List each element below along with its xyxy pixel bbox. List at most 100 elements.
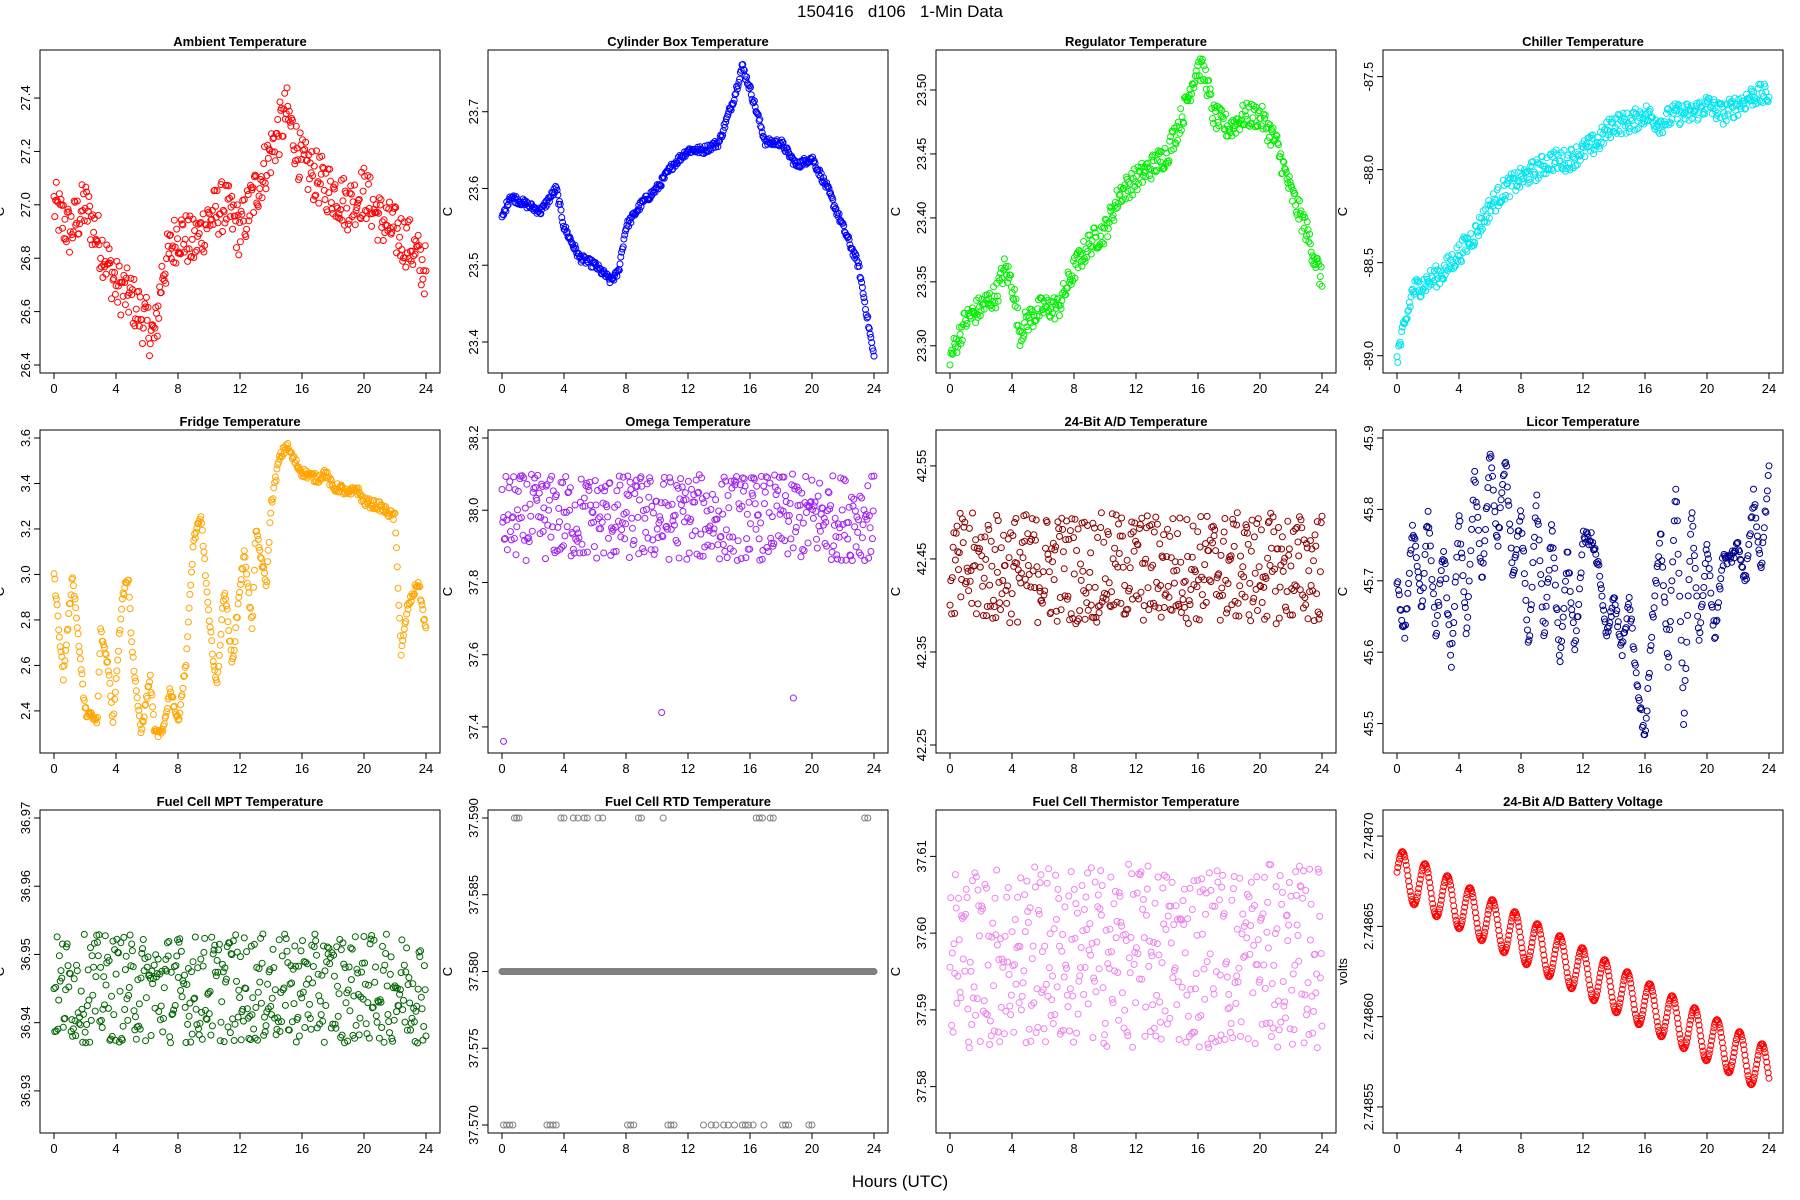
y-tick-label: 37.6 — [466, 642, 481, 667]
data-point — [54, 612, 62, 620]
data-point — [1239, 563, 1247, 571]
data-point — [1111, 544, 1119, 552]
y-tick-label: 23.5 — [466, 253, 481, 278]
data-point — [157, 289, 165, 297]
data-point — [1656, 539, 1663, 547]
data-point — [1207, 90, 1215, 98]
data-point — [173, 225, 181, 233]
data-point — [1433, 266, 1441, 274]
data-point — [676, 495, 684, 503]
data-point — [1108, 588, 1115, 596]
data-point — [383, 982, 391, 990]
data-point — [797, 553, 805, 561]
data-point — [1287, 562, 1295, 570]
y-tick-label: -87.5 — [1361, 62, 1376, 92]
panel-title: Regulator Temperature — [1065, 34, 1207, 49]
x-tick-label: 12 — [1129, 381, 1143, 396]
data-point — [421, 986, 429, 994]
data-point — [613, 487, 621, 495]
data-point — [684, 477, 692, 485]
data-point — [1242, 112, 1250, 120]
data-point — [116, 987, 124, 995]
data-point — [1288, 183, 1296, 191]
data-point — [1428, 576, 1436, 583]
data-point — [715, 507, 723, 515]
data-point — [59, 676, 67, 684]
data-point — [404, 218, 412, 226]
data-point — [1214, 118, 1222, 126]
data-point — [80, 930, 88, 938]
data-point — [814, 492, 822, 500]
data-points — [498, 61, 878, 360]
x-tick-label: 8 — [622, 1141, 629, 1156]
data-point — [1192, 67, 1200, 75]
data-point — [1000, 255, 1008, 263]
data-point — [740, 66, 747, 73]
data-point — [278, 952, 286, 960]
data-point — [1279, 157, 1287, 165]
data-point — [326, 165, 334, 173]
data-point — [235, 986, 243, 994]
data-point — [1567, 599, 1575, 607]
data-point — [719, 510, 727, 518]
data-point — [594, 515, 602, 523]
data-point — [1094, 534, 1102, 541]
data-point — [1277, 150, 1285, 158]
data-point — [343, 204, 351, 212]
data-point — [1305, 567, 1313, 575]
panel-title: Cylinder Box Temperature — [607, 34, 769, 49]
data-point — [1426, 279, 1434, 287]
data-point — [262, 1022, 270, 1030]
x-tick-label: 24 — [1762, 381, 1776, 396]
data-point — [98, 1024, 106, 1031]
data-point — [264, 546, 272, 554]
data-point — [342, 999, 350, 1007]
data-point — [542, 555, 549, 563]
data-point — [1655, 553, 1663, 561]
data-point — [1107, 207, 1115, 215]
data-point — [321, 967, 329, 975]
data-point — [1406, 303, 1414, 311]
x-tick-label: 4 — [1008, 761, 1015, 776]
data-point — [1651, 592, 1659, 600]
data-point — [719, 131, 727, 139]
y-tick-label: 26.6 — [18, 299, 33, 324]
data-point — [857, 275, 865, 283]
data-point — [583, 548, 591, 556]
data-point — [402, 618, 410, 626]
y-tick-label: -88.5 — [1361, 248, 1376, 278]
y-tick-label: 37.585 — [466, 875, 481, 915]
data-point — [946, 601, 954, 609]
data-point — [1569, 619, 1577, 627]
data-point — [409, 261, 417, 268]
data-point — [997, 606, 1004, 614]
data-point — [1169, 515, 1177, 523]
data-point — [191, 248, 199, 256]
data-point — [1023, 582, 1031, 590]
data-point — [300, 151, 308, 159]
data-point — [181, 235, 189, 243]
data-point — [90, 963, 98, 971]
data-point — [344, 220, 352, 228]
data-point — [811, 159, 819, 167]
data-point — [512, 551, 520, 559]
data-point — [1247, 547, 1255, 555]
data-point — [109, 276, 117, 284]
data-point — [765, 509, 773, 517]
data-point — [354, 199, 362, 207]
data-point — [561, 532, 569, 540]
data-point — [95, 668, 103, 676]
data-point — [243, 225, 251, 233]
data-point — [335, 990, 343, 998]
data-point — [1212, 547, 1220, 555]
data-point — [1025, 571, 1033, 578]
data-point — [859, 290, 867, 298]
data-point — [1642, 714, 1650, 722]
data-point — [373, 1018, 381, 1026]
data-point — [720, 473, 728, 481]
data-point — [1405, 580, 1413, 587]
y-tick-label: 37.580 — [466, 952, 481, 992]
data-point — [978, 552, 986, 560]
data-point — [264, 980, 272, 988]
